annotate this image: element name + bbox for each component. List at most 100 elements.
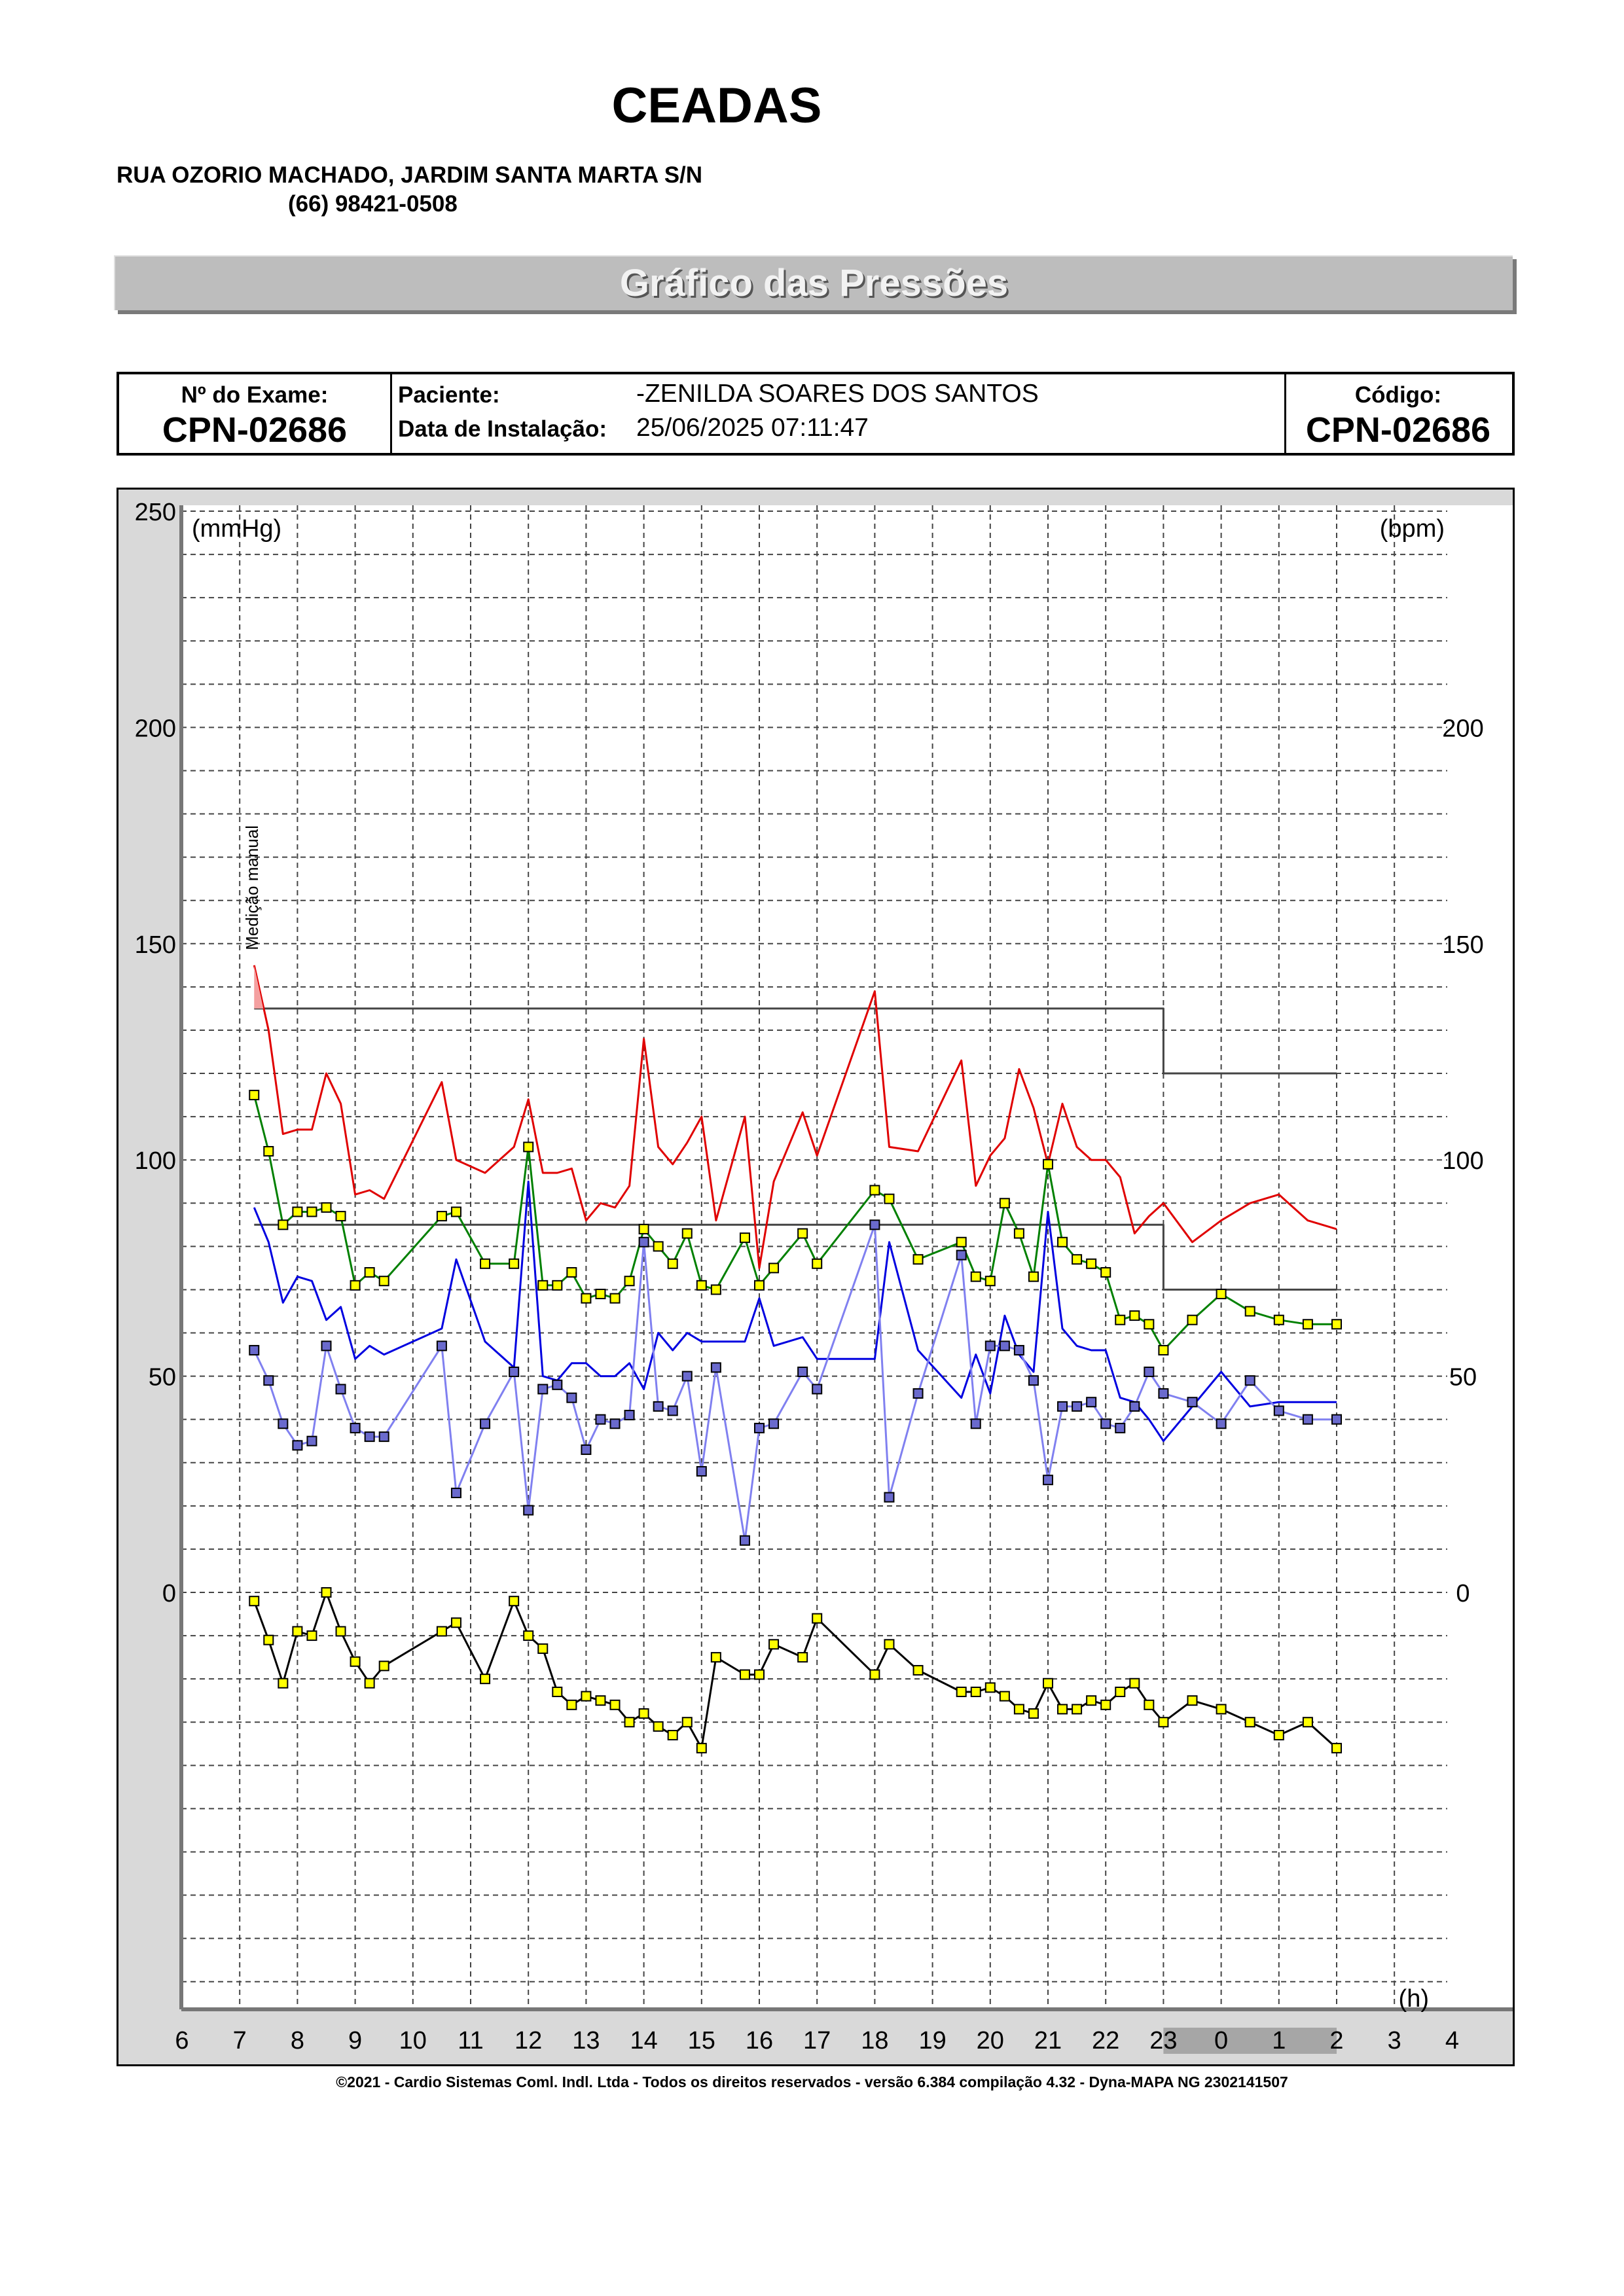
x-tick-label: 2	[1329, 2027, 1343, 2054]
pulse_pressure-marker	[956, 1249, 967, 1261]
heart_rate-marker	[1072, 1704, 1083, 1715]
pulse_pressure-marker	[1072, 1401, 1083, 1412]
heart_rate-marker	[696, 1742, 707, 1753]
mean_pressure-marker	[869, 1185, 880, 1196]
mean_pressure-marker	[378, 1276, 389, 1287]
mean_pressure-marker	[306, 1206, 317, 1217]
mean_pressure-marker	[1013, 1228, 1024, 1239]
diastolic-line	[253, 1180, 1337, 1443]
code-label: Código:	[1354, 382, 1442, 408]
mean_pressure-marker	[956, 1236, 967, 1247]
heart_rate-marker	[797, 1652, 808, 1663]
right-axis-unit: (bpm)	[1380, 515, 1445, 543]
heart_rate-marker	[1028, 1708, 1039, 1719]
pulse_pressure-marker	[869, 1219, 880, 1230]
patient-cell: Paciente: -ZENILDA SOARES DOS SANTOS Dat…	[390, 374, 1286, 453]
heart_rate-marker	[869, 1669, 880, 1680]
mean_pressure-marker	[480, 1258, 491, 1269]
mean_pressure-marker	[537, 1280, 549, 1291]
heart_rate-marker	[509, 1596, 520, 1607]
mean_pressure-marker	[624, 1276, 635, 1287]
pulse_pressure-marker	[999, 1340, 1010, 1352]
heart_rate-marker	[1158, 1717, 1169, 1728]
x-tick-label: 9	[348, 2027, 362, 2054]
heart_rate-marker	[335, 1626, 346, 1637]
mean_pressure-marker	[884, 1193, 895, 1204]
mean_pressure-marker	[552, 1280, 563, 1291]
mean_pressure-marker	[681, 1228, 693, 1239]
pulse_pressure-marker	[306, 1435, 317, 1446]
pulse_pressure-marker	[263, 1375, 274, 1386]
heart_rate-marker	[378, 1660, 389, 1672]
heart_rate-marker	[1129, 1677, 1140, 1689]
heart_rate-marker	[278, 1677, 289, 1689]
mean_pressure-marker	[754, 1280, 765, 1291]
heart_rate-marker	[667, 1730, 678, 1741]
mean_pressure-marker	[1057, 1236, 1068, 1247]
install-date-value: 25/06/2025 07:11:47	[636, 414, 869, 442]
pulse_pressure-marker	[552, 1379, 563, 1390]
pulse_pressure-marker	[1129, 1401, 1140, 1412]
code-cell: Código: CPN-02686	[1284, 374, 1512, 453]
x-tick-label: 21	[1034, 2027, 1062, 2054]
heart_rate-marker	[768, 1639, 780, 1650]
left-tick-label: 250	[135, 499, 176, 526]
pulse_pressure-marker	[912, 1388, 924, 1399]
heart_rate-marker	[1187, 1695, 1198, 1706]
pulse_pressure-marker	[292, 1440, 303, 1451]
heart_rate-marker	[537, 1643, 549, 1654]
pulse_pressure-marker	[450, 1488, 461, 1499]
x-tick-label: 10	[399, 2027, 427, 2054]
heart_rate-marker	[1216, 1704, 1227, 1715]
chart-plot-background	[181, 505, 1513, 2009]
pulse_pressure-marker	[1244, 1375, 1255, 1386]
x-tick-label: 13	[572, 2027, 600, 2054]
heart_rate-marker	[624, 1717, 635, 1728]
exam-number-value: CPN-02686	[162, 410, 348, 450]
right-tick-label: 50	[1449, 1364, 1477, 1391]
patient-name: -ZENILDA SOARES DOS SANTOS	[636, 380, 1039, 408]
pulse_pressure-marker	[768, 1418, 780, 1429]
heart_rate-marker	[552, 1686, 563, 1697]
mean_pressure-marker	[739, 1232, 750, 1244]
pulse_pressure-marker	[667, 1405, 678, 1416]
mean_pressure-marker	[999, 1198, 1010, 1209]
left-tick-label: 150	[135, 931, 176, 959]
mean_pressure-marker	[1072, 1254, 1083, 1265]
mean_pressure-marker	[581, 1293, 592, 1304]
mean_pressure-marker	[984, 1276, 996, 1287]
diastolic_limit-line	[254, 1223, 1337, 1291]
systolic-line	[253, 965, 1337, 1269]
mean_pressure-marker	[523, 1141, 534, 1153]
manual-measurement-annotation: Medição manual	[242, 825, 262, 950]
install-date-label: Data de Instalação:	[398, 416, 607, 442]
heart_rate-marker	[581, 1691, 592, 1702]
pulse_pressure-marker	[436, 1340, 447, 1352]
heart_rate-marker	[1273, 1730, 1284, 1741]
pulse_pressure-marker	[754, 1422, 765, 1433]
heart_rate-marker	[884, 1639, 895, 1650]
pulse_pressure-marker	[509, 1366, 520, 1377]
pulse_pressure-marker	[335, 1384, 346, 1395]
heart_rate-marker	[364, 1677, 375, 1689]
pulse_pressure-marker	[984, 1340, 996, 1352]
x-tick-label: 8	[291, 2027, 304, 2054]
mean_pressure-marker	[1331, 1319, 1342, 1330]
mean_pressure-marker	[638, 1223, 649, 1234]
heart_rate-marker	[1144, 1699, 1155, 1710]
mean_pressure-marker	[1043, 1158, 1053, 1170]
footer-copyright: ©2021 - Cardio Sistemas Coml. Indl. Ltda…	[336, 2073, 1288, 2090]
series-layer	[249, 965, 1342, 1753]
pulse_pressure-marker	[1158, 1388, 1169, 1399]
right-tick-label: 0	[1456, 1580, 1470, 1607]
right-tick-label: 200	[1442, 715, 1483, 742]
mean_pressure-marker	[912, 1254, 924, 1265]
mean_pressure-marker	[263, 1145, 274, 1157]
heart_rate-marker	[292, 1626, 303, 1637]
mean_pressure-marker	[653, 1241, 664, 1252]
mean_pressure-marker	[1216, 1289, 1227, 1300]
heart_rate-marker	[1244, 1717, 1255, 1728]
heart_rate-marker	[609, 1699, 621, 1710]
